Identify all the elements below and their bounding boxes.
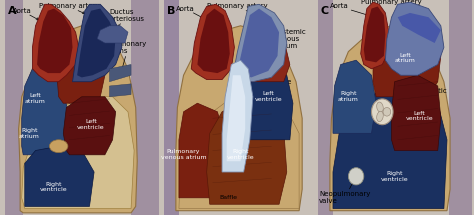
Polygon shape xyxy=(330,26,450,211)
Text: Pulmonary
veins: Pulmonary veins xyxy=(109,41,147,72)
Polygon shape xyxy=(64,97,116,155)
Polygon shape xyxy=(398,13,441,43)
Polygon shape xyxy=(364,6,385,62)
Text: Baffle: Baffle xyxy=(219,195,237,200)
Text: Baffle: Baffle xyxy=(252,79,292,86)
Text: Aorta: Aorta xyxy=(176,6,207,20)
Text: Right
atrium: Right atrium xyxy=(19,128,40,139)
Polygon shape xyxy=(237,30,290,82)
Polygon shape xyxy=(22,69,69,155)
Polygon shape xyxy=(385,2,444,75)
Polygon shape xyxy=(237,9,279,77)
Polygon shape xyxy=(333,60,376,133)
Polygon shape xyxy=(57,47,105,103)
Polygon shape xyxy=(77,9,116,77)
Text: Left
ventricle: Left ventricle xyxy=(255,91,282,102)
Text: Left
ventricle: Left ventricle xyxy=(77,119,105,130)
Polygon shape xyxy=(73,4,122,82)
Polygon shape xyxy=(179,103,225,198)
Text: Left
ventricle: Left ventricle xyxy=(405,111,433,121)
Polygon shape xyxy=(240,60,293,140)
Polygon shape xyxy=(37,9,73,73)
Polygon shape xyxy=(191,4,234,80)
Polygon shape xyxy=(361,2,389,69)
Ellipse shape xyxy=(49,140,68,153)
Polygon shape xyxy=(164,0,179,215)
Polygon shape xyxy=(97,26,128,43)
Ellipse shape xyxy=(377,102,383,112)
Text: Right
ventricle: Right ventricle xyxy=(381,171,409,182)
Polygon shape xyxy=(227,75,245,161)
Text: Left
atrium: Left atrium xyxy=(395,53,416,63)
Polygon shape xyxy=(32,4,79,82)
Text: Ductus
arteriosus: Ductus arteriosus xyxy=(109,9,145,27)
Text: Aorta: Aorta xyxy=(12,8,38,20)
Polygon shape xyxy=(233,4,287,82)
Text: Pulmonary artery: Pulmonary artery xyxy=(207,3,267,14)
Text: Right
atrium: Right atrium xyxy=(338,91,359,102)
Polygon shape xyxy=(18,26,137,213)
Text: Left
atrium: Left atrium xyxy=(25,94,46,104)
Polygon shape xyxy=(373,28,441,97)
Polygon shape xyxy=(109,64,131,82)
Polygon shape xyxy=(392,75,441,150)
Text: Pulmonary artery: Pulmonary artery xyxy=(361,0,421,13)
Polygon shape xyxy=(333,86,447,209)
Text: Neoaortic
valve: Neoaortic valve xyxy=(396,88,447,107)
Text: B: B xyxy=(166,6,175,17)
Ellipse shape xyxy=(348,168,364,185)
Polygon shape xyxy=(176,26,302,211)
Polygon shape xyxy=(448,0,472,215)
Polygon shape xyxy=(131,0,159,215)
Text: Aorta: Aorta xyxy=(330,3,371,17)
Polygon shape xyxy=(5,0,23,215)
Polygon shape xyxy=(179,90,299,209)
Polygon shape xyxy=(222,60,253,172)
Ellipse shape xyxy=(383,108,391,116)
Polygon shape xyxy=(197,9,230,73)
Text: Pulmonary
venous atrium: Pulmonary venous atrium xyxy=(161,149,206,160)
Ellipse shape xyxy=(372,99,393,125)
Polygon shape xyxy=(207,103,287,204)
Text: Neopulmonary
valve: Neopulmonary valve xyxy=(319,180,371,204)
Polygon shape xyxy=(22,97,134,209)
Polygon shape xyxy=(25,146,94,206)
Text: Right
ventricle: Right ventricle xyxy=(40,182,68,192)
Text: Right
ventricle: Right ventricle xyxy=(227,149,255,160)
Polygon shape xyxy=(109,84,131,97)
Text: Pulmonary artery: Pulmonary artery xyxy=(39,3,99,14)
Text: A: A xyxy=(8,6,17,17)
Text: C: C xyxy=(321,6,329,17)
Text: Systemic
venous
atrium: Systemic venous atrium xyxy=(274,29,306,53)
Ellipse shape xyxy=(377,111,383,121)
Polygon shape xyxy=(318,0,333,215)
